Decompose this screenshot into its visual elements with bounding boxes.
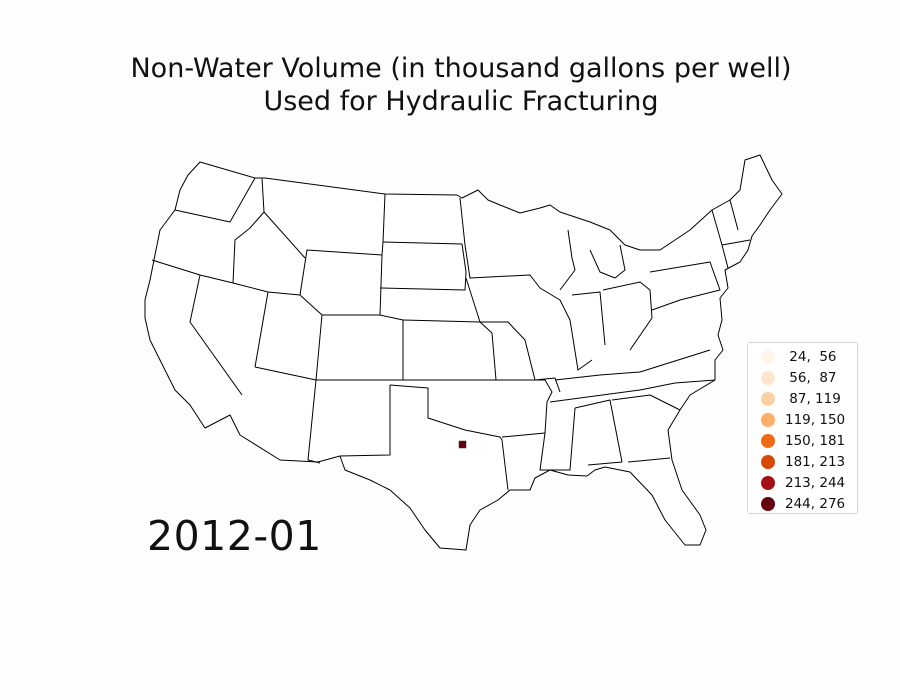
legend-label: 24, 56 [785, 348, 837, 365]
date-label: 2012-01 [147, 512, 322, 560]
legend-label: 181, 213 [785, 453, 846, 470]
legend-label: 213, 244 [785, 474, 846, 491]
legend-item: 244, 276 [748, 493, 857, 514]
legend-label: 87, 119 [785, 390, 841, 407]
legend-swatch-icon [761, 496, 775, 511]
legend-swatch-icon [761, 454, 775, 469]
map-title-line-2: Used for Hydraulic Fracturing [263, 86, 659, 117]
legend-label: 150, 181 [785, 432, 846, 449]
us-outline [144, 154, 783, 551]
legend-item: 56, 87 [748, 367, 857, 388]
legend: 24, 56 56, 87 87, 119 119, 150 150, 181 … [747, 342, 858, 514]
legend-swatch-icon [761, 349, 775, 364]
legend-swatch-icon [761, 370, 775, 385]
map-title-line-1: Non-Water Volume (in thousand gallons pe… [130, 53, 792, 84]
legend-swatch-icon [761, 412, 775, 427]
legend-swatch-icon [761, 391, 775, 406]
legend-item: 181, 213 [748, 451, 857, 472]
legend-item: 119, 150 [748, 409, 857, 430]
legend-item: 24, 56 [748, 346, 857, 367]
legend-label: 119, 150 [785, 411, 846, 428]
legend-item: 87, 119 [748, 388, 857, 409]
legend-swatch-icon [761, 475, 775, 490]
legend-swatch-icon [761, 433, 775, 448]
legend-item: 150, 181 [748, 430, 857, 451]
legend-label: 244, 276 [785, 495, 846, 512]
map-title: Non-Water Volume (in thousand gallons pe… [0, 52, 900, 118]
legend-item: 213, 244 [748, 472, 857, 493]
legend-label: 56, 87 [785, 369, 837, 386]
map-marker-texas [458, 440, 467, 449]
